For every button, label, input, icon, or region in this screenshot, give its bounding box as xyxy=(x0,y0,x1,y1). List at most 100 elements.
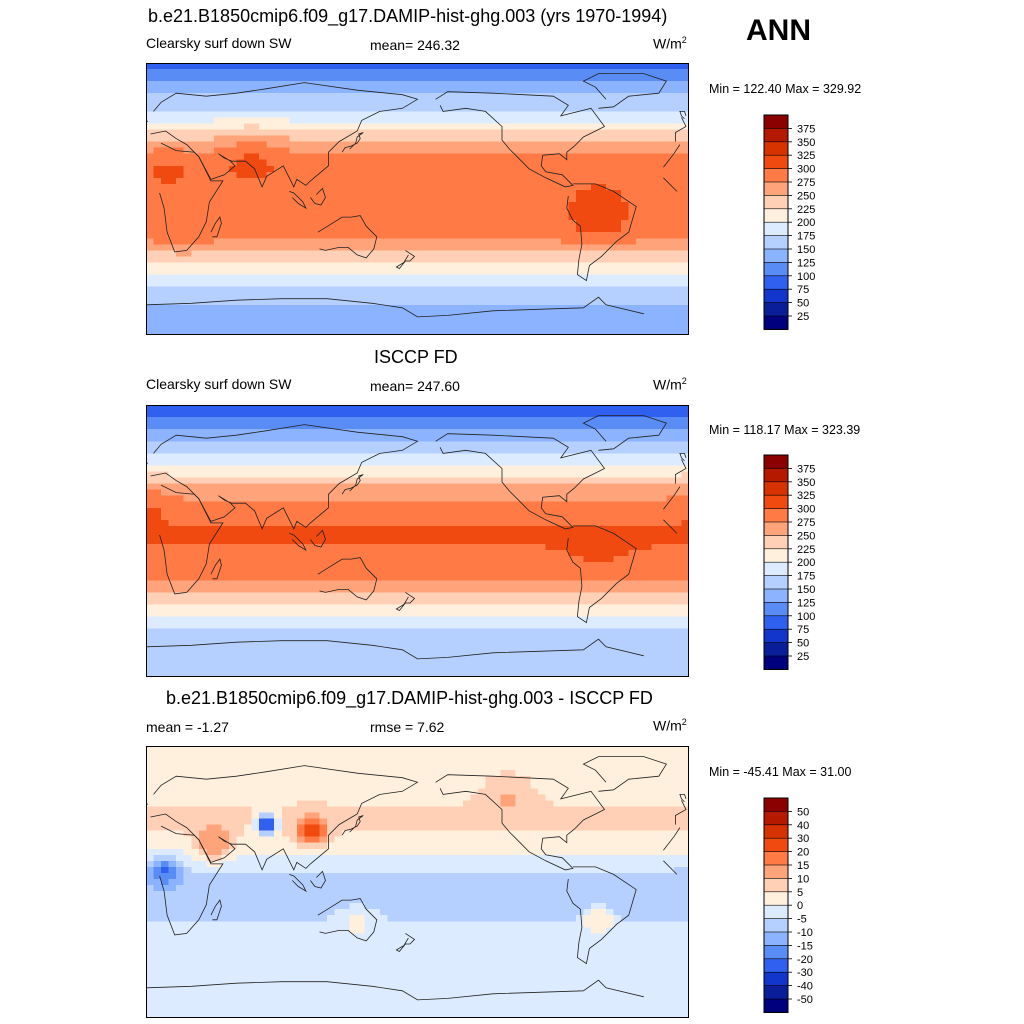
field-cell xyxy=(477,495,486,503)
field-cell xyxy=(643,262,652,270)
field-cell xyxy=(606,322,615,330)
field-cell xyxy=(153,189,162,197)
field-cell xyxy=(281,117,290,125)
field-cell xyxy=(198,471,207,479)
field-cell xyxy=(213,75,223,82)
field-cell xyxy=(575,507,585,515)
field-cell xyxy=(417,105,426,112)
field-cell xyxy=(621,202,630,209)
field-cell xyxy=(568,310,577,318)
field-cell xyxy=(477,238,486,245)
field-cell xyxy=(523,435,532,442)
coastline-africa xyxy=(663,177,678,192)
field-cell xyxy=(583,274,592,282)
field-cell xyxy=(681,513,689,521)
field-cell xyxy=(266,531,275,539)
field-cell xyxy=(568,507,577,515)
field-cell xyxy=(613,328,622,335)
field-cell xyxy=(311,274,321,282)
field-cell xyxy=(530,471,539,479)
field-cell xyxy=(296,141,305,149)
field-cell xyxy=(583,405,592,412)
field-cell xyxy=(598,501,607,509)
field-cell xyxy=(334,183,343,191)
field-cell xyxy=(636,417,645,424)
field-cell xyxy=(643,75,652,82)
field-cell xyxy=(470,202,479,209)
field-cell xyxy=(538,232,547,239)
field-cell xyxy=(319,135,328,143)
field-cell xyxy=(409,501,419,509)
field-cell xyxy=(508,310,517,318)
field-cell xyxy=(349,322,358,330)
field-cell xyxy=(319,292,328,300)
field-cell xyxy=(236,105,245,112)
field-cell xyxy=(266,423,275,430)
field-cell xyxy=(281,459,290,467)
field-cell xyxy=(447,141,456,149)
field-cell xyxy=(304,423,313,430)
field-cell xyxy=(447,441,456,448)
field-cell xyxy=(334,423,343,430)
field-cell xyxy=(425,280,434,288)
field-cell xyxy=(161,232,170,239)
field-cell xyxy=(228,147,238,155)
field-cell xyxy=(568,123,577,131)
field-cell xyxy=(198,105,207,112)
field-cell xyxy=(636,117,645,125)
field-cell xyxy=(379,537,388,545)
field-cell xyxy=(251,250,260,258)
field-cell xyxy=(244,171,253,179)
field-cell xyxy=(228,256,238,264)
field-cell xyxy=(191,189,200,197)
field-cell xyxy=(590,183,600,191)
field-cell xyxy=(500,117,509,125)
field-cell xyxy=(508,147,517,155)
field-cell xyxy=(327,262,336,270)
field-cell xyxy=(198,525,207,533)
field-cell xyxy=(342,195,351,203)
field-cell xyxy=(266,147,275,155)
field-cell xyxy=(342,423,351,430)
field-cell xyxy=(221,507,230,515)
field-cell xyxy=(515,459,524,467)
field-cell xyxy=(575,411,585,418)
field-cell xyxy=(161,525,170,533)
field-cell xyxy=(538,286,547,294)
field-cell xyxy=(379,519,388,527)
field-cell xyxy=(304,244,313,251)
field-cell xyxy=(523,519,532,527)
field-cell xyxy=(319,195,328,203)
field-cell xyxy=(462,69,471,76)
field-cell xyxy=(394,453,404,460)
field-cell xyxy=(628,465,637,473)
field-cell xyxy=(221,286,230,294)
field-cell xyxy=(319,129,328,137)
field-cell xyxy=(259,447,268,454)
field-cell xyxy=(379,256,388,264)
field-cell xyxy=(470,238,479,245)
field-cell xyxy=(636,429,645,436)
field-cell xyxy=(485,459,494,467)
field-cell xyxy=(500,81,509,88)
field-cell xyxy=(568,471,577,479)
field-cell xyxy=(394,495,404,503)
field-cell xyxy=(658,262,667,270)
field-cell xyxy=(568,244,577,251)
field-cell xyxy=(206,507,215,515)
field-cell xyxy=(432,274,441,282)
field-cell xyxy=(304,250,313,258)
field-cell xyxy=(387,489,396,497)
field-cell xyxy=(658,328,667,335)
field-cell xyxy=(228,129,238,137)
field-cell xyxy=(334,214,343,221)
field-cell xyxy=(161,531,170,539)
field-cell xyxy=(281,232,290,239)
field-cell xyxy=(492,256,502,264)
field-cell xyxy=(274,441,283,448)
field-cell xyxy=(560,93,569,100)
field-cell xyxy=(462,519,471,527)
field-cell xyxy=(402,483,411,491)
field-cell xyxy=(364,99,373,106)
field-cell xyxy=(236,153,245,161)
